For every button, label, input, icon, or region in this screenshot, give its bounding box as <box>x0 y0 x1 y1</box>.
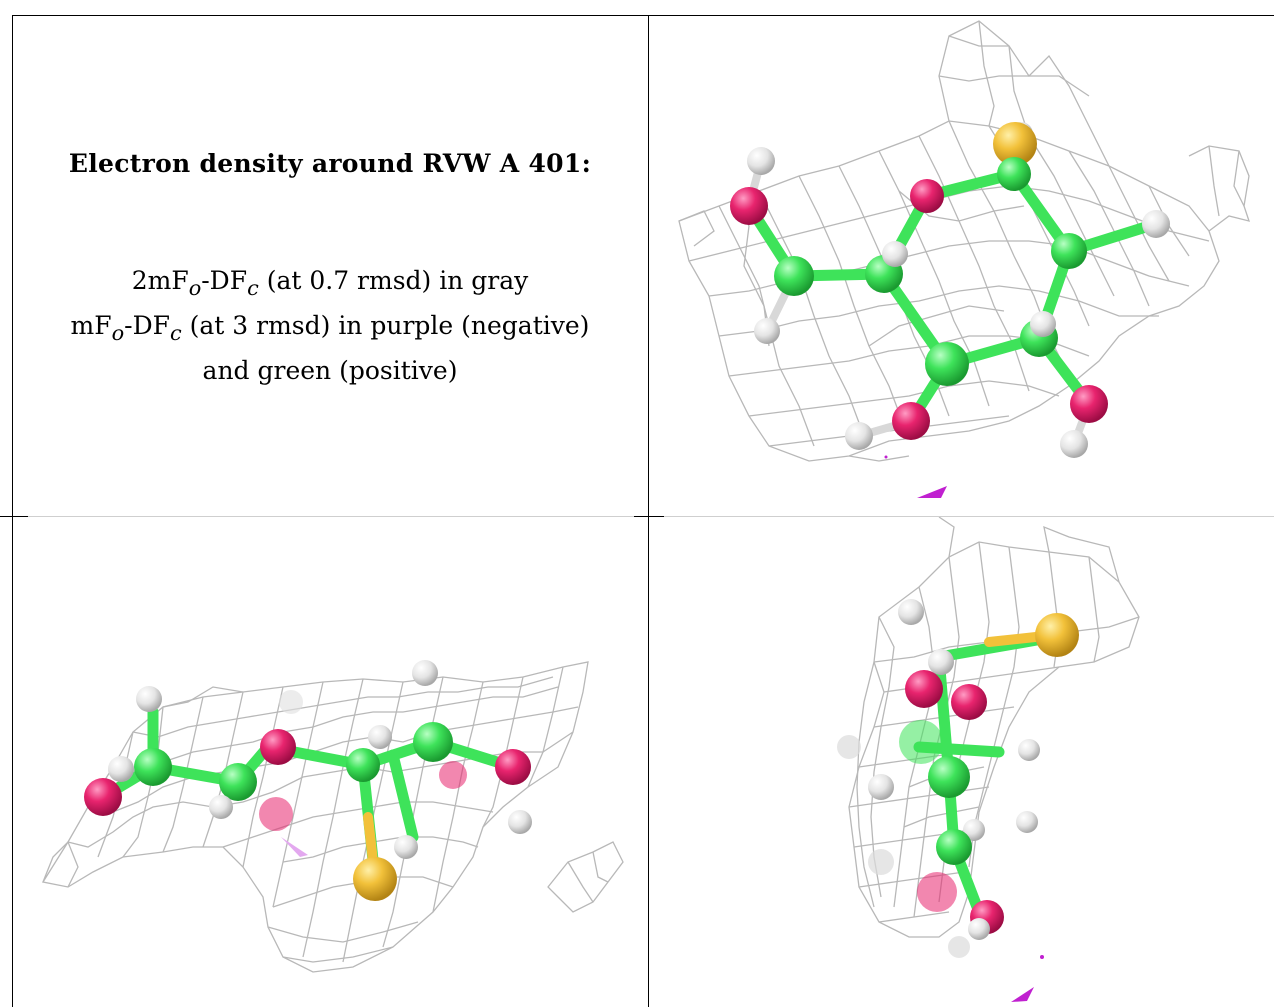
hydrogen-atom <box>508 810 532 834</box>
hydrogen-atom <box>1060 430 1088 458</box>
oxygen-atom <box>439 761 467 789</box>
caption-line-2: mFo-DFc (at 3 rmsd) in purple (negative) <box>12 307 648 352</box>
caption-line-1-sub-c: c <box>247 276 259 300</box>
sulfur-atom <box>353 857 397 901</box>
border-top <box>12 15 1274 16</box>
caption-lines: 2mFo-DFc (at 0.7 rmsd) in gray mFo-DFc (… <box>12 262 648 390</box>
hydrogen-atom <box>928 649 954 675</box>
caption-line-3: and green (positive) <box>202 356 458 385</box>
carbon-atom <box>925 342 969 386</box>
border-middle-horizontal-faint-left <box>28 516 634 517</box>
carbon-atom <box>997 157 1031 191</box>
hydrogen-atom <box>368 725 392 749</box>
view-top-right <box>649 16 1274 516</box>
carbon-atom <box>936 829 972 865</box>
oxygen-atom <box>905 670 943 708</box>
caption-line-2-suffix: (at 3 rmsd) in purple (negative) <box>181 311 590 340</box>
caption-title: Electron density around RVW A 401: <box>68 149 592 178</box>
density-mesh <box>848 517 1140 938</box>
atoms <box>84 660 532 901</box>
oxygen-atom <box>1070 385 1108 423</box>
molecule-render-bottom-left <box>41 660 624 973</box>
hydrogen-atom <box>868 849 894 875</box>
caption-line-1-prefix: 2mF <box>131 266 189 295</box>
border-middle-vertical <box>648 15 649 1007</box>
hydrogen-atom <box>136 686 162 712</box>
carbon-atom <box>134 748 172 786</box>
caption-line-1-mid: -DF <box>201 266 248 295</box>
caption-cell: Electron density around RVW A 401: 2mFo-… <box>12 16 648 516</box>
carbon-atom <box>899 720 943 764</box>
caption-line-2-sub-o: o <box>111 321 125 345</box>
sulfur-atom <box>1035 613 1079 657</box>
border-middle-horizontal-center <box>634 516 664 517</box>
hydrogen-atom <box>968 918 990 940</box>
hydrogen-atom <box>1016 811 1038 833</box>
view-bottom-left <box>13 517 648 1007</box>
hydrogen-atom <box>1142 210 1170 238</box>
carbon-atom <box>928 756 970 798</box>
view-bottom-right <box>649 517 1274 1007</box>
oxygen-atom <box>84 778 122 816</box>
oxygen-atom <box>260 729 296 765</box>
oxygen-atom <box>917 872 957 912</box>
hydrogen-atom <box>1018 739 1040 761</box>
negative-density-blob <box>1011 955 1044 1002</box>
hydrogen-atom <box>898 599 924 625</box>
sulfur-atom <box>993 122 1037 166</box>
carbon-atom <box>1051 233 1087 269</box>
hydrogen-atom <box>1030 311 1056 337</box>
carbon-atom <box>774 256 814 296</box>
caption-line-2-mid: -DF <box>124 311 170 340</box>
hydrogen-atom <box>754 318 780 344</box>
carbon-atom <box>413 722 453 762</box>
hydrogen-atom <box>747 147 775 175</box>
caption-line-1-suffix: (at 0.7 rmsd) in gray <box>258 266 529 295</box>
molecule-render-top-right <box>678 20 1250 498</box>
negative-density-blob <box>281 837 308 857</box>
oxygen-atom <box>730 187 768 225</box>
carbon-atom <box>346 748 380 782</box>
hydrogen-atom <box>882 241 908 267</box>
atoms <box>837 599 1079 958</box>
hydrogen-atom <box>394 835 418 859</box>
caption-line-2-prefix: mF <box>70 311 112 340</box>
negative-density-blob <box>884 455 947 498</box>
oxygen-atom <box>951 684 987 720</box>
border-middle-horizontal-faint-right <box>664 516 1274 517</box>
hydrogen-atom <box>845 422 873 450</box>
border-middle-horizontal-left <box>0 516 28 517</box>
caption-line-1: 2mFo-DFc (at 0.7 rmsd) in gray <box>12 262 648 307</box>
oxygen-atom <box>259 797 293 831</box>
hydrogen-atom <box>209 795 233 819</box>
caption-line-2-sub-c: c <box>170 321 182 345</box>
oxygen-atom <box>495 749 531 785</box>
hydrogen-atom <box>963 819 985 841</box>
molecule-render-bottom-right <box>837 517 1140 1002</box>
hydrogen-atom <box>412 660 438 686</box>
carbon-atom <box>219 763 257 801</box>
caption-line-1-sub-o: o <box>188 276 202 300</box>
density-mesh <box>41 661 624 973</box>
border-left <box>12 15 13 1007</box>
hydrogen-atom <box>108 756 134 782</box>
hydrogen-atom <box>868 774 894 800</box>
oxygen-atom <box>892 402 930 440</box>
hydrogen-atom <box>279 690 303 714</box>
oxygen-atom <box>910 179 944 213</box>
density-mesh <box>678 20 1250 462</box>
hydrogen-atom <box>837 735 861 759</box>
hydrogen-atom <box>948 936 970 958</box>
atoms <box>730 122 1170 458</box>
